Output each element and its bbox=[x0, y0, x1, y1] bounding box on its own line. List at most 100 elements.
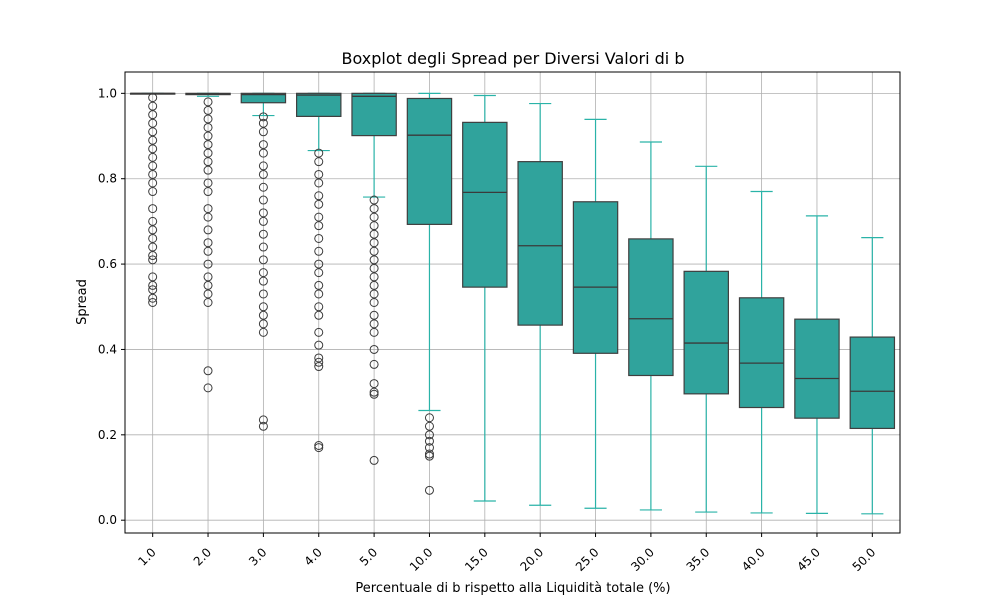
outlier-point bbox=[369, 238, 379, 248]
outlier-point bbox=[203, 122, 213, 132]
outlier-point bbox=[314, 178, 324, 188]
outlier-point bbox=[314, 443, 324, 453]
outlier-point bbox=[258, 182, 268, 192]
chart-title: Boxplot degli Spread per Diversi Valori … bbox=[342, 49, 685, 68]
outlier-point bbox=[258, 161, 268, 171]
outlier-point bbox=[314, 212, 324, 222]
outlier-point bbox=[148, 251, 158, 261]
x-tick-label: 35.0 bbox=[684, 545, 713, 574]
outlier-point bbox=[258, 327, 268, 337]
outlier-point bbox=[369, 272, 379, 282]
outlier-point bbox=[314, 353, 324, 363]
box-layer bbox=[129, 92, 896, 515]
outlier-point bbox=[203, 97, 213, 107]
x-tick-label: 10.0 bbox=[407, 545, 436, 574]
outlier-point bbox=[258, 112, 268, 122]
outlier-point bbox=[148, 101, 158, 111]
iqr-box bbox=[683, 270, 729, 395]
outlier-point bbox=[314, 221, 324, 231]
outlier-point bbox=[258, 255, 268, 265]
y-tick-label: 0.2 bbox=[98, 428, 117, 442]
plot-frame bbox=[124, 71, 901, 534]
outlier-point bbox=[369, 327, 379, 337]
x-tick-label: 4.0 bbox=[301, 545, 324, 568]
outlier-point bbox=[148, 118, 158, 128]
outlier-point bbox=[258, 208, 268, 218]
iqr-box bbox=[628, 238, 674, 377]
outlier-point bbox=[424, 436, 434, 446]
outlier-point bbox=[314, 169, 324, 179]
outlier-point bbox=[258, 319, 268, 329]
outlier-point bbox=[203, 366, 213, 376]
outlier-point bbox=[314, 362, 324, 372]
box-group bbox=[683, 165, 729, 513]
box-group bbox=[129, 92, 176, 307]
outlier-point bbox=[148, 216, 158, 226]
outlier-point bbox=[148, 110, 158, 120]
iqr-box bbox=[738, 297, 785, 409]
outlier-point bbox=[203, 204, 213, 214]
y-tick-label: 1.0 bbox=[98, 86, 117, 100]
outlier-point bbox=[369, 289, 379, 299]
outlier-point bbox=[203, 246, 213, 256]
iqr-box bbox=[849, 336, 896, 430]
outlier-point bbox=[203, 289, 213, 299]
outlier-point bbox=[258, 140, 268, 150]
outlier-point bbox=[424, 413, 434, 423]
outlier-point bbox=[314, 199, 324, 209]
outlier-point bbox=[203, 105, 213, 115]
outlier-point bbox=[148, 152, 158, 162]
outlier-point bbox=[148, 293, 158, 303]
x-tick-label: 25.0 bbox=[573, 545, 602, 574]
outlier-point bbox=[148, 204, 158, 214]
x-tick-label: 2.0 bbox=[191, 545, 214, 568]
outlier-point bbox=[424, 443, 434, 453]
outlier-point bbox=[424, 421, 434, 431]
outlier-point bbox=[314, 310, 324, 320]
box-group bbox=[628, 141, 674, 511]
x-tick-label: 3.0 bbox=[246, 545, 269, 568]
outlier-point bbox=[314, 191, 324, 201]
outlier-point bbox=[369, 310, 379, 320]
iqr-box bbox=[462, 121, 508, 288]
box-group bbox=[296, 92, 342, 453]
outlier-point bbox=[369, 359, 379, 369]
box-group bbox=[351, 92, 397, 465]
x-tick-label: 30.0 bbox=[628, 545, 657, 574]
outlier-point bbox=[258, 421, 268, 431]
outlier-point bbox=[424, 430, 434, 440]
iqr-box bbox=[517, 161, 563, 326]
x-tick-label: 15.0 bbox=[462, 545, 491, 574]
outlier-point bbox=[203, 225, 213, 235]
outlier-point bbox=[203, 383, 213, 393]
x-tick-label: 45.0 bbox=[794, 545, 823, 574]
outlier-point bbox=[369, 379, 379, 389]
outlier-point bbox=[258, 118, 268, 128]
iqr-box bbox=[794, 318, 840, 419]
outlier-point bbox=[424, 451, 434, 461]
outlier-point bbox=[369, 212, 379, 222]
outlier-point bbox=[148, 225, 158, 235]
outlier-point bbox=[369, 298, 379, 307]
outlier-point bbox=[369, 229, 379, 239]
x-tick-label: 5.0 bbox=[357, 545, 380, 568]
outlier-point bbox=[369, 280, 379, 290]
outlier-point bbox=[258, 229, 268, 239]
box-group bbox=[738, 190, 785, 514]
outlier-point bbox=[258, 242, 268, 252]
outlier-point bbox=[148, 255, 158, 265]
outlier-point bbox=[369, 255, 379, 265]
outlier-point bbox=[203, 238, 213, 248]
y-tick-label: 0.4 bbox=[98, 342, 117, 356]
outlier-point bbox=[148, 169, 158, 179]
outlier-point bbox=[258, 195, 268, 205]
outlier-point bbox=[314, 246, 324, 256]
box-group bbox=[240, 92, 287, 431]
outlier-point bbox=[369, 204, 379, 214]
outlier-point bbox=[203, 259, 213, 269]
box-group bbox=[517, 102, 563, 506]
outlier-point bbox=[203, 178, 213, 188]
outlier-point bbox=[203, 298, 213, 307]
outlier-point bbox=[148, 242, 158, 252]
y-tick-label: 0.8 bbox=[98, 172, 117, 186]
